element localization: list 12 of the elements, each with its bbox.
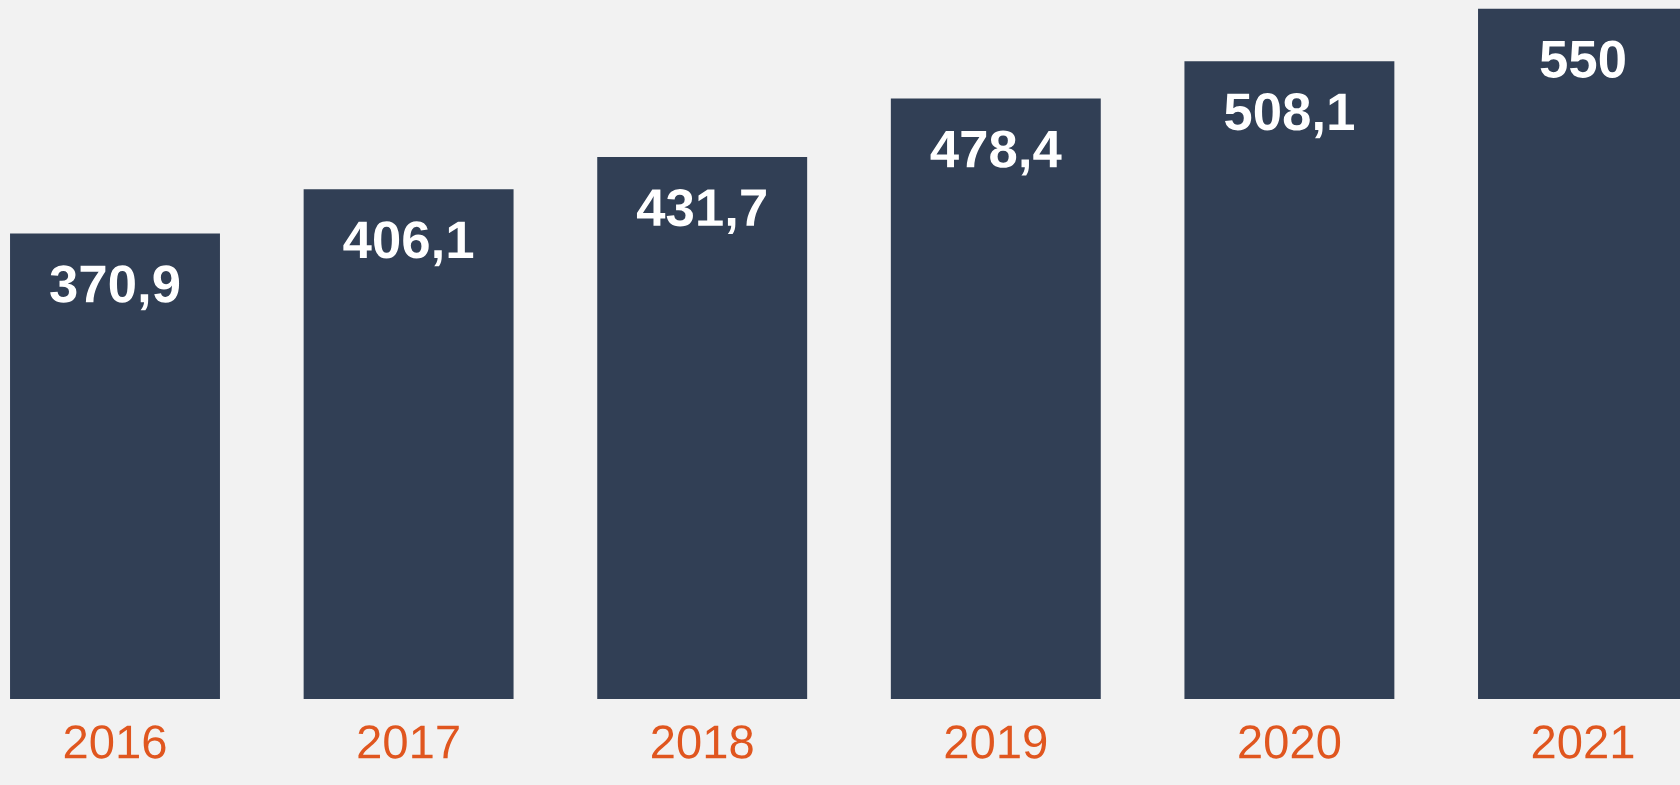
x-tick-label: 2018 [652,725,753,759]
data-label: 406,1 [343,221,474,267]
x-tick-label: 2016 [64,725,166,759]
data-label: 370,9 [50,265,180,311]
x-tick-label: 2021 [1532,725,1634,759]
x-tick-label: 2020 [1239,725,1341,759]
data-label: 478,4 [930,130,1062,176]
data-label: 508,1 [1224,93,1354,139]
x-tick-label: 2019 [945,725,1047,759]
data-label: 550 [1540,40,1625,78]
data-label: 431,7 [636,189,766,235]
x-tick-label: 2017 [358,725,459,759]
